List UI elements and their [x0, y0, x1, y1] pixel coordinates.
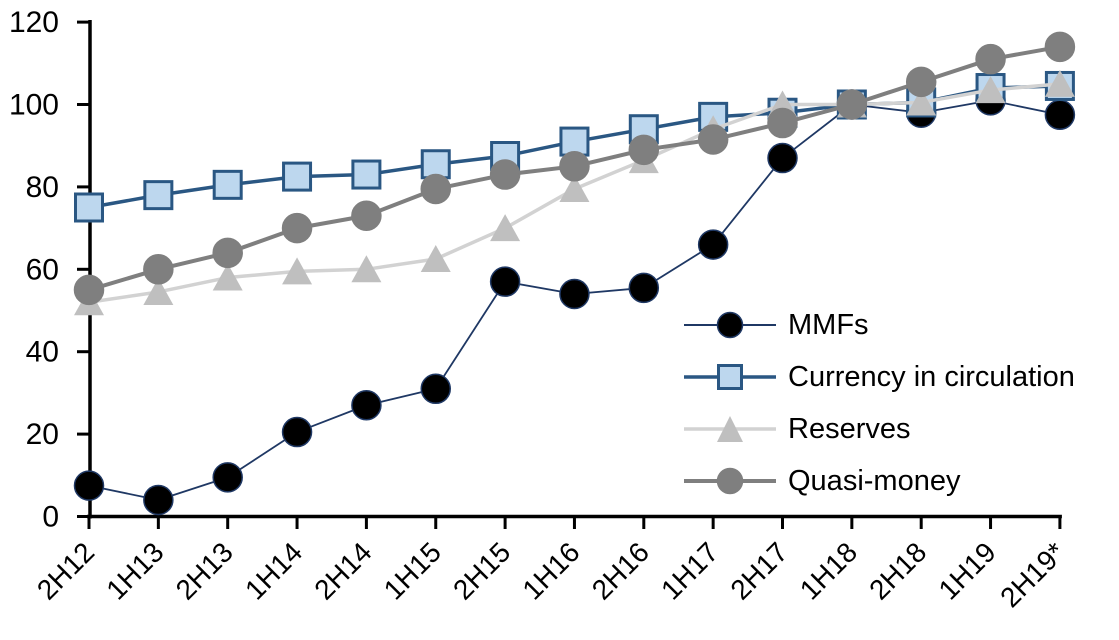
x-axis-tick-label: 2H17 — [724, 536, 793, 605]
x-axis-tick-label: 1H17 — [655, 536, 724, 605]
series-marker-reserves — [212, 263, 243, 291]
x-axis-tick-label: 1H14 — [239, 536, 308, 605]
legend-label-reserves: Reserves — [788, 412, 911, 445]
y-axis-tick-label: 120 — [9, 6, 59, 39]
series-marker-currency-in-circulation — [351, 159, 382, 190]
x-axis-tick-label: 2H14 — [308, 536, 377, 605]
legend-item-currency-in-circulation: Currency in circulation — [684, 351, 1075, 403]
series-marker-mmfs — [559, 278, 590, 310]
series-marker-currency-in-circulation — [212, 169, 243, 200]
series-marker-quasi-money — [836, 89, 868, 120]
x-axis-tick-label: 2H15 — [447, 536, 516, 605]
legend-marker — [716, 311, 744, 339]
series-marker-quasi-money — [1044, 31, 1076, 63]
y-axis-tick-label: 60 — [26, 253, 59, 286]
y-axis-tick-label: 0 — [42, 501, 59, 534]
series-marker-quasi-money — [975, 43, 1006, 75]
chart-legend: MMFs Currency in circulation Reserves Qu… — [684, 299, 1075, 507]
series-marker-quasi-money — [559, 151, 590, 182]
legend-swatch-canvas — [684, 467, 776, 495]
series-marker-quasi-money — [281, 212, 313, 244]
y-axis-tick-label: 100 — [9, 89, 59, 122]
x-axis-tick-label: 1H19 — [933, 536, 1002, 605]
legend-marker — [717, 364, 743, 390]
legend-marker-currency-square-icon — [684, 362, 776, 392]
series-marker-quasi-money — [212, 237, 243, 269]
legend-marker — [717, 416, 743, 442]
y-axis-tick-label: 80 — [26, 171, 59, 204]
legend-label-quasi-money: Quasi-money — [788, 464, 961, 497]
series-marker-currency-in-circulation — [74, 192, 104, 223]
series-marker-quasi-money — [420, 173, 451, 205]
series-marker-quasi-money — [628, 134, 660, 166]
series-marker-quasi-money — [697, 124, 729, 155]
series-marker-mmfs — [628, 272, 660, 304]
legend-item-quasi-money: Quasi-money — [684, 455, 1075, 507]
series-marker-mmfs — [281, 416, 313, 448]
x-axis-tick-label: 1H13 — [100, 536, 169, 605]
series-marker-mmfs — [212, 462, 243, 493]
series-marker-reserves — [351, 255, 382, 283]
series-marker-mmfs — [351, 390, 382, 421]
series-marker-mmfs — [489, 266, 521, 297]
series-marker-mmfs — [73, 470, 105, 501]
series-marker-reserves — [906, 88, 937, 116]
series-marker-mmfs — [1044, 99, 1076, 131]
series-marker-quasi-money — [73, 274, 105, 306]
series-marker-reserves — [420, 245, 451, 272]
series-marker-currency-in-circulation — [559, 126, 590, 157]
legend-item-reserves: Reserves — [684, 403, 1075, 455]
y-axis-tick-label: 20 — [26, 418, 59, 451]
series-marker-reserves — [975, 76, 1006, 104]
series-marker-mmfs — [767, 142, 798, 174]
x-axis-tick-label: 1H15 — [378, 536, 447, 605]
series-marker-reserves — [1044, 69, 1075, 97]
x-axis-tick-label: 2H18 — [863, 536, 932, 605]
x-axis-tick-label: 1H16 — [516, 536, 585, 605]
series-marker-quasi-money — [489, 159, 521, 190]
legend-swatch-canvas — [684, 416, 776, 442]
series-marker-quasi-money — [905, 66, 937, 98]
series-marker-mmfs — [143, 484, 174, 516]
series-marker-reserves — [143, 277, 174, 305]
legend-swatch-canvas — [684, 364, 776, 390]
legend-marker — [716, 467, 744, 495]
legend-swatch-canvas — [684, 311, 776, 339]
legend-item-mmfs: MMFs — [684, 299, 1075, 351]
series-marker-currency-in-circulation — [143, 180, 174, 211]
series-marker-currency-in-circulation — [282, 161, 313, 192]
x-axis-tick-label: 2H16 — [586, 536, 655, 605]
series-marker-reserves — [490, 214, 521, 242]
legend-label-mmfs: MMFs — [788, 308, 869, 341]
y-axis-tick-label: 40 — [26, 336, 59, 369]
x-axis-tick-label: 2H19* — [994, 536, 1071, 613]
series-marker-quasi-money — [351, 200, 382, 231]
series-marker-mmfs — [420, 373, 451, 405]
x-axis-tick-label: 2H13 — [170, 536, 239, 605]
legend-label-currency-in-circulation: Currency in circulation — [788, 360, 1075, 393]
x-axis-tick-label: 2H12 — [31, 536, 100, 605]
x-axis-tick-label: 1H18 — [794, 536, 863, 605]
series-marker-quasi-money — [767, 107, 798, 139]
series-marker-quasi-money — [143, 254, 174, 285]
series-marker-reserves — [559, 174, 590, 202]
legend-marker-reserves-triangle-icon — [684, 414, 776, 444]
series-marker-reserves — [282, 257, 313, 285]
series-marker-mmfs — [697, 229, 729, 260]
legend-marker-quasi-money-circle-icon — [684, 466, 776, 496]
series-marker-currency-in-circulation — [420, 149, 451, 180]
legend-marker-mmfs-circle-icon — [684, 310, 776, 340]
